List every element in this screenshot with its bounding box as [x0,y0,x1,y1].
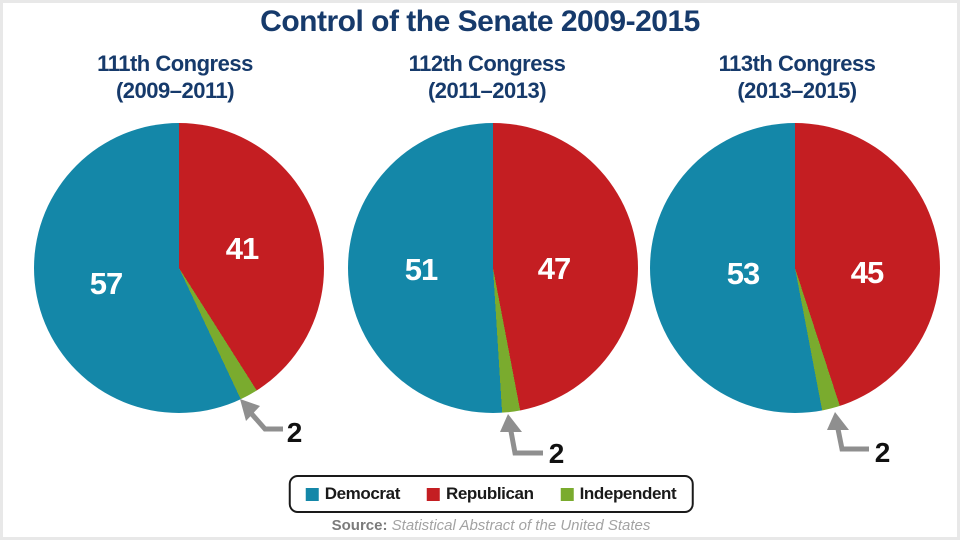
democrat-value-label: 51 [404,252,438,287]
congress-name: 113th Congress [718,51,876,76]
independent-value-label: 2 [874,437,891,468]
republican-value-label: 47 [537,251,571,286]
chart-subtitle-111th: 111th Congress (2009–2011) [15,50,335,104]
legend-item-independent: Independent [560,484,677,504]
pie-chart-112th [348,123,638,413]
callout-arrow-icon [500,414,543,456]
congress-name: 112th Congress [408,51,566,76]
legend: Democrat Republican Independent [288,475,694,513]
page-title: Control of the Senate 2009-2015 [260,5,700,38]
congress-name: 111th Congress [97,51,253,76]
legend-item-democrat: Democrat [305,484,401,504]
congress-years: (2013–2015) [737,78,857,103]
callout-arrow-icon [240,399,283,432]
chart-subtitle-113th: 113th Congress (2013–2015) [637,50,957,104]
independent-value-label: 2 [548,438,565,469]
congress-years: (2009–2011) [115,78,235,103]
legend-label: Republican [445,484,534,503]
pie-chart-111th [34,123,324,413]
democrat-value-label: 53 [726,256,760,291]
democrat-swatch-icon [305,487,319,501]
independent-value-label: 2 [286,417,303,448]
republican-swatch-icon [426,487,440,501]
republican-value-label: 45 [850,255,884,290]
callout-arrow-icon [827,412,869,452]
source-text: Statistical Abstract of the United State… [391,517,651,534]
republican-value-label: 41 [225,231,259,266]
congress-years: (2011–2013) [427,78,547,103]
legend-label: Independent [579,484,677,503]
source-prefix: Source: [331,517,388,534]
chart-subtitle-112th: 112th Congress (2011–2013) [327,50,647,104]
pie-chart-113th [650,123,940,413]
democrat-value-label: 57 [89,266,123,301]
independent-swatch-icon [560,487,574,501]
legend-label: Democrat [324,484,401,503]
source-line: Source: Statistical Abstract of the Unit… [332,517,651,534]
legend-item-republican: Republican [426,484,534,504]
